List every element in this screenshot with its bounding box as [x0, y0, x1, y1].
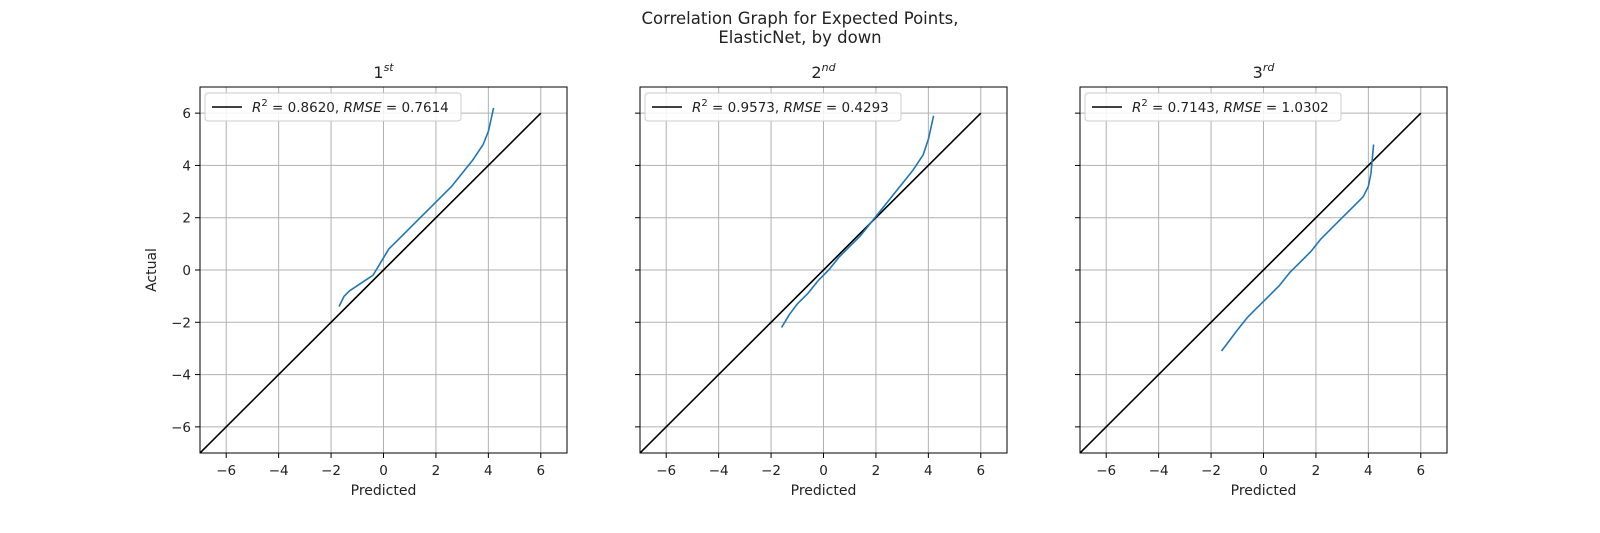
identity-line: [1080, 112, 1422, 453]
legend-r2-exponent: 2: [701, 98, 707, 109]
x-tick-label: −6: [216, 463, 236, 479]
legend-rmse-symbol: RMSE: [783, 100, 822, 116]
legend-r2-value: = 0.7143,: [1148, 100, 1224, 116]
x-tick-label: 2: [432, 463, 441, 479]
x-tick-label: 6: [536, 463, 545, 479]
y-tick-label: 6: [182, 106, 191, 122]
legend-r2-symbol: R: [1132, 100, 1141, 116]
x-tick-label: −4: [1149, 463, 1169, 479]
legend-rmse-value: = 0.7614: [382, 100, 449, 116]
observed-series-line: [780, 115, 935, 328]
x-tick-label: −6: [656, 463, 676, 479]
x-tick-label: 2: [1312, 463, 1321, 479]
y-axis-label: Actual: [144, 248, 160, 292]
identity-line: [640, 112, 982, 453]
subplot-3: −6 −4 −2 0 2 4 6 Predicted 3rd R2 = 0.7143, RMSE …: [1075, 61, 1448, 499]
figure-title-line2: ElasticNet, by down: [718, 28, 881, 47]
x-tick-label: −6: [1096, 463, 1116, 479]
legend-r2-exponent: 2: [261, 98, 267, 109]
legend-label: R2 = 0.7143, RMSE = 1.0302: [1132, 98, 1329, 116]
legend-rmse-symbol: RMSE: [343, 100, 382, 116]
y-tick-label: −4: [171, 368, 191, 384]
x-tick-label: 0: [379, 463, 388, 479]
subplot-title-number: 1: [373, 63, 383, 82]
x-tick-label: 4: [1364, 463, 1373, 479]
x-tick-label: −2: [761, 463, 781, 479]
y-tick-label: 4: [182, 158, 191, 174]
observed-series-line: [338, 107, 495, 307]
subplot-title-number: 3: [1253, 63, 1263, 82]
figure-title-line1: Correlation Graph for Expected Points,: [641, 9, 958, 28]
x-tick-label: −4: [269, 463, 289, 479]
x-tick-label: 4: [484, 463, 493, 479]
legend-label: R2 = 0.8620, RMSE = 0.7614: [252, 98, 449, 116]
subplot-title-number: 2: [811, 63, 821, 82]
y-tick-label: −6: [171, 420, 191, 436]
x-tick-label: 4: [924, 463, 933, 479]
x-tick-label: −2: [1201, 463, 1221, 479]
y-tick-label: −2: [171, 315, 191, 331]
legend-rmse-symbol: RMSE: [1223, 100, 1262, 116]
subplot-title: 1st: [373, 61, 394, 82]
x-tick-label: 6: [976, 463, 985, 479]
legend-r2-value: = 0.9573,: [708, 100, 784, 116]
x-tick-label: 0: [819, 463, 828, 479]
legend-r2-symbol: R: [252, 100, 261, 116]
legend-rmse-value: = 1.0302: [1262, 100, 1329, 116]
observed-series-line: [1220, 144, 1375, 352]
legend-box: [1084, 92, 1342, 122]
x-axis-label: Predicted: [351, 483, 417, 499]
legend-box: [204, 92, 462, 122]
identity-line: [200, 112, 542, 453]
legend-r2-value: = 0.8620,: [268, 100, 344, 116]
subplot-1: −6 −4 −2 0 2 4 6−6−4−20246PredictedActual1stR2…: [144, 61, 568, 499]
legend-r2-exponent: 2: [1141, 98, 1147, 109]
subplot-title: 2nd: [811, 61, 836, 82]
x-axis-label: Predicted: [1231, 483, 1297, 499]
x-tick-label: 0: [1259, 463, 1268, 479]
subplot-title-suffix: rd: [1263, 61, 1276, 74]
legend-rmse-value: = 0.4293: [822, 100, 889, 116]
x-axis-label: Predicted: [791, 483, 857, 499]
legend-r2-symbol: R: [692, 100, 701, 116]
legend-label: R2 = 0.9573, RMSE = 0.4293: [692, 98, 889, 116]
x-tick-label: 2: [872, 463, 881, 479]
x-tick-label: −4: [709, 463, 729, 479]
x-tick-label: −2: [321, 463, 341, 479]
subplot-title-suffix: st: [384, 61, 395, 74]
subplot-title: 3rd: [1253, 61, 1276, 82]
x-tick-label: 6: [1416, 463, 1425, 479]
legend-box: [644, 92, 902, 122]
subplot-title-suffix: nd: [822, 61, 837, 74]
y-tick-label: 2: [182, 211, 191, 227]
y-tick-label: 0: [182, 263, 191, 279]
